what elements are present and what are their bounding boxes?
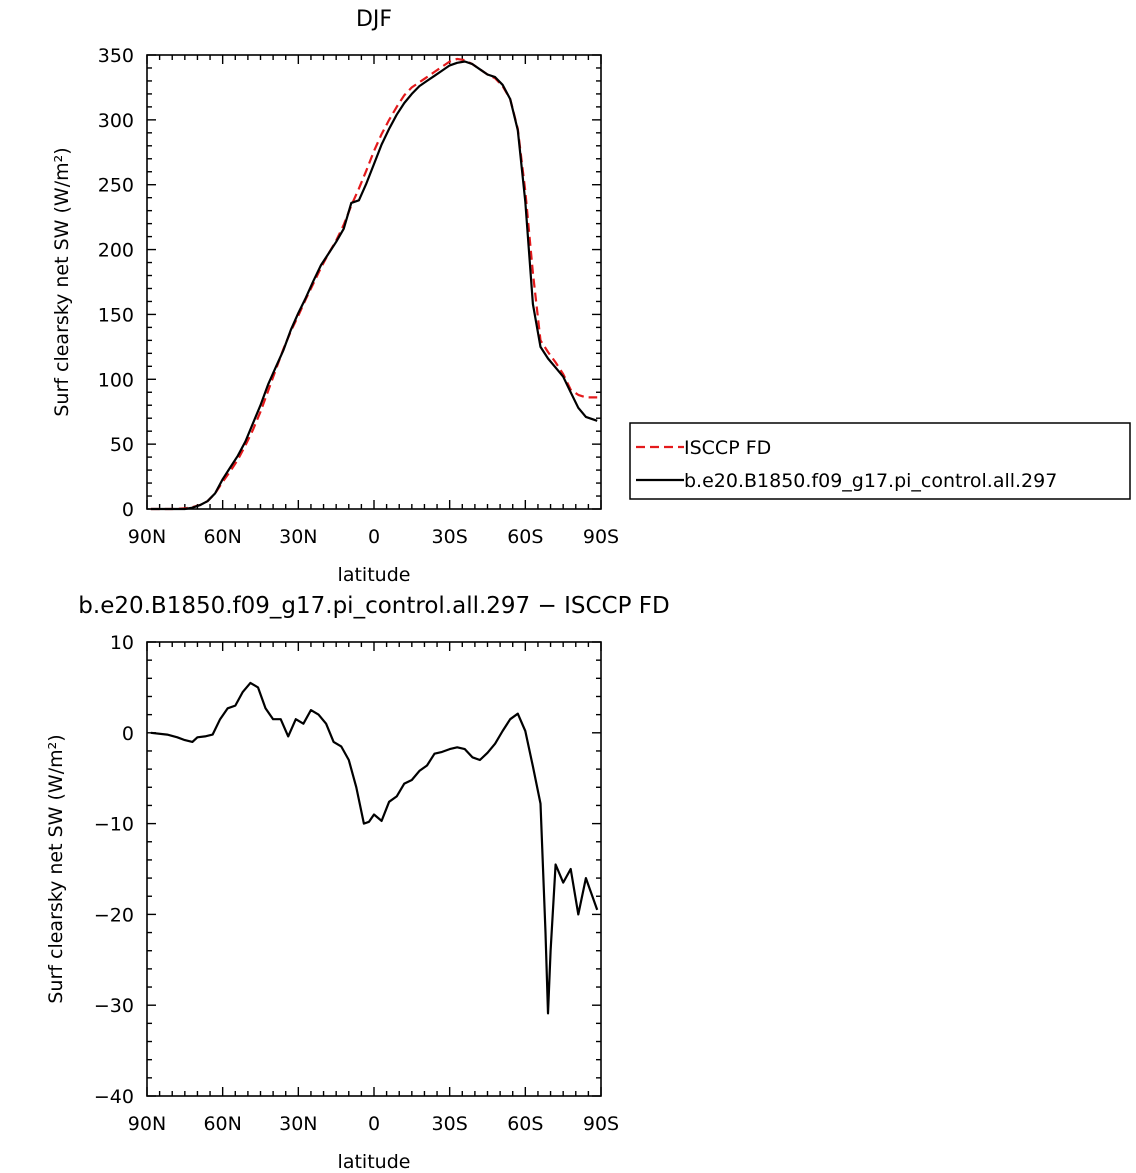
top-xtick-label: 30S bbox=[432, 526, 468, 548]
top-ytick-label: 100 bbox=[98, 369, 134, 391]
legend-label-0: ISCCP FD bbox=[684, 437, 771, 459]
top-ytick-label: 350 bbox=[98, 45, 134, 67]
top-series-line-0 bbox=[150, 57, 598, 511]
legend-label-1: b.e20.B1850.f09_g17.pi_control.all.297 bbox=[684, 470, 1057, 492]
top-series-line-1 bbox=[150, 60, 598, 511]
diff-xtick-label: 90S bbox=[583, 1113, 619, 1135]
top-y-axis-label: Surf clearsky net SW (W/m²) bbox=[51, 147, 73, 416]
top-ytick-label: 250 bbox=[98, 175, 134, 197]
diff-ytick-label: −20 bbox=[94, 904, 134, 926]
diff-xtick-label: 60S bbox=[507, 1113, 543, 1135]
top-ytick-label: 200 bbox=[98, 240, 134, 262]
diff-x-axis-label: latitude bbox=[338, 1151, 411, 1173]
diff-xtick-label: 90N bbox=[128, 1113, 166, 1135]
top-xtick-label: 90S bbox=[583, 526, 619, 548]
diff-ytick-label: 10 bbox=[110, 632, 134, 654]
diff-plot-frame bbox=[146, 641, 602, 1097]
top-xtick-label: 30N bbox=[279, 526, 317, 548]
top-ytick-label: 300 bbox=[98, 110, 134, 132]
diff-series-line-0 bbox=[150, 681, 599, 1015]
top-ytick-label: 150 bbox=[98, 304, 134, 326]
diff-xtick-label: 30N bbox=[279, 1113, 317, 1135]
top-xtick-label: 90N bbox=[128, 526, 166, 548]
top-chart-title: DJF bbox=[356, 7, 392, 32]
diff-y-axis-label: Surf clearsky net SW (W/m²) bbox=[45, 734, 67, 1003]
top-line-plot: 90N 60N 30N 0 30S 60S 90S 0 50 100 150 200 250 300 350… bbox=[51, 7, 1131, 586]
diff-ytick-label: 0 bbox=[122, 723, 134, 745]
diff-xtick-label: 0 bbox=[368, 1113, 380, 1135]
top-x-axis-label: latitude bbox=[338, 564, 411, 586]
diff-xtick-label: 60N bbox=[203, 1113, 241, 1135]
top-xtick-label: 0 bbox=[368, 526, 380, 548]
diff-xtick-label: 30S bbox=[432, 1113, 468, 1135]
difference-line-plot: 90N 60N 30N 0 30S 60S 90S −40 −30 −20 −10 0 10 b.e20.… bbox=[45, 593, 670, 1173]
diff-ytick-label: −40 bbox=[94, 1086, 134, 1108]
top-ytick-label: 0 bbox=[122, 499, 134, 521]
diff-ytick-label: −10 bbox=[94, 814, 134, 836]
diff-chart-title: b.e20.B1850.f09_g17.pi_control.all.297 −… bbox=[78, 593, 669, 619]
legend-box bbox=[629, 422, 1131, 500]
diff-ytick-label: −30 bbox=[94, 995, 134, 1017]
top-xtick-label: 60S bbox=[507, 526, 543, 548]
top-ytick-label: 50 bbox=[110, 434, 134, 456]
top-xtick-label: 60N bbox=[203, 526, 241, 548]
